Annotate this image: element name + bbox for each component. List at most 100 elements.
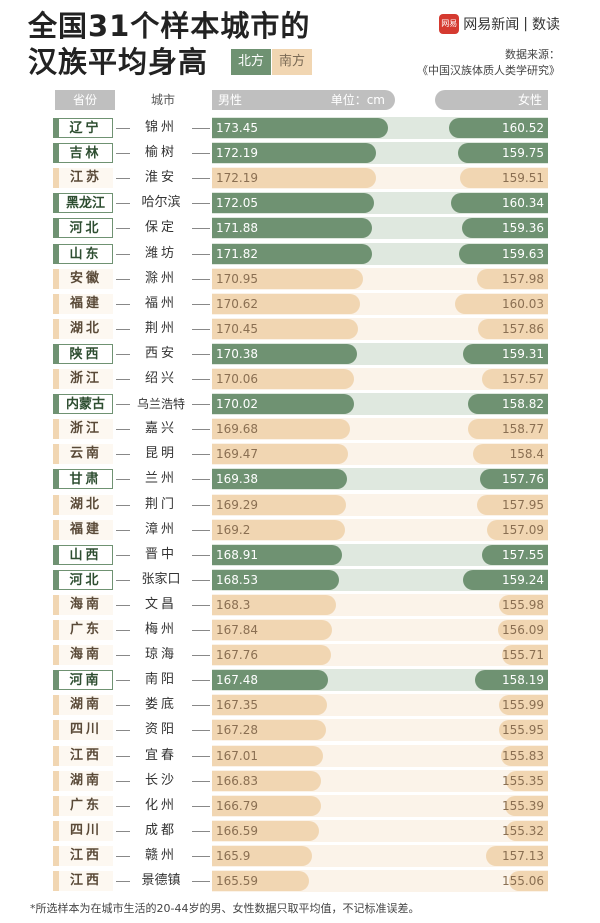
female-bar [459, 244, 548, 264]
province-label: 江西 [53, 871, 113, 891]
male-value-label: 167.35 [216, 698, 258, 712]
connector-line [192, 655, 210, 656]
table-row: 河南 南阳 167.48 158.19 [0, 669, 600, 691]
connector-line [116, 655, 130, 656]
table-row: 浙江 嘉兴 169.68 158.77 [0, 418, 600, 440]
city-label: 南阳 [144, 672, 177, 687]
connector-line [192, 228, 210, 229]
male-bar [212, 670, 328, 690]
province-label: 福建 [53, 520, 113, 540]
connector-line [116, 605, 130, 606]
connector-line [116, 153, 130, 154]
connector-line [116, 781, 130, 782]
connector-line [116, 756, 130, 757]
male-bar [212, 595, 336, 615]
table-row: 河北 张家口 168.53 159.24 [0, 569, 600, 591]
connector-line [116, 279, 130, 280]
city-label: 福州 [144, 296, 177, 311]
connector-line [192, 505, 210, 506]
connector-line [116, 379, 130, 380]
header-male: 男性 单位：cm [212, 90, 395, 110]
male-bar [212, 319, 358, 339]
city-label: 资阳 [144, 722, 177, 737]
source-text: 《中国汉族体质人类学研究》 [417, 64, 560, 77]
city-label: 滁州 [144, 271, 177, 286]
connector-line [116, 304, 130, 305]
table-row: 江苏 淮安 172.19 159.51 [0, 167, 600, 189]
province-label: 浙江 [53, 369, 113, 389]
connector-line [116, 505, 130, 506]
province-label: 江西 [53, 846, 113, 866]
female-value-label: 159.24 [502, 573, 544, 587]
male-value-label: 169.29 [216, 498, 258, 512]
legend-north: 北方 [231, 49, 271, 75]
table-row: 湖南 长沙 166.83 155.35 [0, 770, 600, 792]
female-value-label: 159.75 [502, 146, 544, 160]
province-label: 海南 [53, 595, 113, 615]
connector-line [192, 881, 210, 882]
connector-line [116, 680, 130, 681]
female-value-label: 155.35 [502, 774, 544, 788]
male-value-label: 171.82 [216, 247, 258, 261]
brand-divider: | [523, 16, 528, 32]
city-label: 琼海 [144, 647, 177, 662]
table-row: 江西 景德镇 165.59 155.06 [0, 870, 600, 892]
table-row: 广东 化州 166.79 155.39 [0, 795, 600, 817]
connector-line [192, 429, 210, 430]
connector-line [116, 530, 130, 531]
female-value-label: 155.95 [502, 723, 544, 737]
province-label: 海南 [53, 645, 113, 665]
female-value-label: 160.03 [502, 297, 544, 311]
connector-line [116, 856, 130, 857]
connector-line [116, 178, 130, 179]
connector-line [192, 730, 210, 731]
female-value-label: 158.77 [502, 422, 544, 436]
city-label: 宜春 [144, 748, 177, 763]
male-bar [212, 545, 342, 565]
connector-line [192, 555, 210, 556]
male-value-label: 173.45 [216, 121, 258, 135]
connector-line [192, 530, 210, 531]
city-label: 张家口 [141, 572, 181, 587]
city-label: 长沙 [144, 773, 177, 788]
male-value-label: 172.05 [216, 196, 258, 210]
connector-line [192, 705, 210, 706]
connector-line [116, 580, 130, 581]
connector-line [116, 254, 130, 255]
connector-line [192, 806, 210, 807]
male-value-label: 165.9 [216, 849, 251, 863]
province-label: 湖北 [53, 495, 113, 515]
table-row: 内蒙古 乌兰浩特 170.02 158.82 [0, 393, 600, 415]
footnote: *所选样本为在城市生活的20-44岁的男、女性数据只取平均值，不记标准误差。 [30, 902, 420, 915]
city-label: 哈尔滨 [141, 195, 181, 210]
female-value-label: 159.36 [502, 221, 544, 235]
female-value-label: 157.86 [502, 322, 544, 336]
male-bar [212, 746, 323, 766]
female-bar [463, 570, 548, 590]
female-bar [506, 771, 548, 791]
connector-line [192, 680, 210, 681]
city-label: 嘉兴 [144, 421, 177, 436]
province-label: 辽宁 [53, 118, 113, 138]
female-bar [455, 294, 548, 314]
header-male-label: 男性 [218, 93, 243, 107]
female-value-label: 157.76 [502, 472, 544, 486]
table-row: 湖南 娄底 167.35 155.99 [0, 694, 600, 716]
female-value-label: 160.52 [502, 121, 544, 135]
male-value-label: 166.59 [216, 824, 258, 838]
table-row: 山西 晋中 168.91 157.55 [0, 544, 600, 566]
connector-line [192, 856, 210, 857]
male-bar [212, 645, 331, 665]
province-label: 江西 [53, 746, 113, 766]
male-bar [212, 118, 388, 138]
province-label: 陕西 [53, 344, 113, 364]
province-label: 河北 [53, 570, 113, 590]
connector-line [116, 404, 130, 405]
male-bar [212, 520, 345, 540]
table-row: 湖北 荆州 170.45 157.86 [0, 318, 600, 340]
header-female: 女性 [435, 90, 548, 110]
connector-line [192, 329, 210, 330]
female-value-label: 155.32 [502, 824, 544, 838]
female-bar [462, 218, 548, 238]
male-value-label: 172.19 [216, 146, 258, 160]
